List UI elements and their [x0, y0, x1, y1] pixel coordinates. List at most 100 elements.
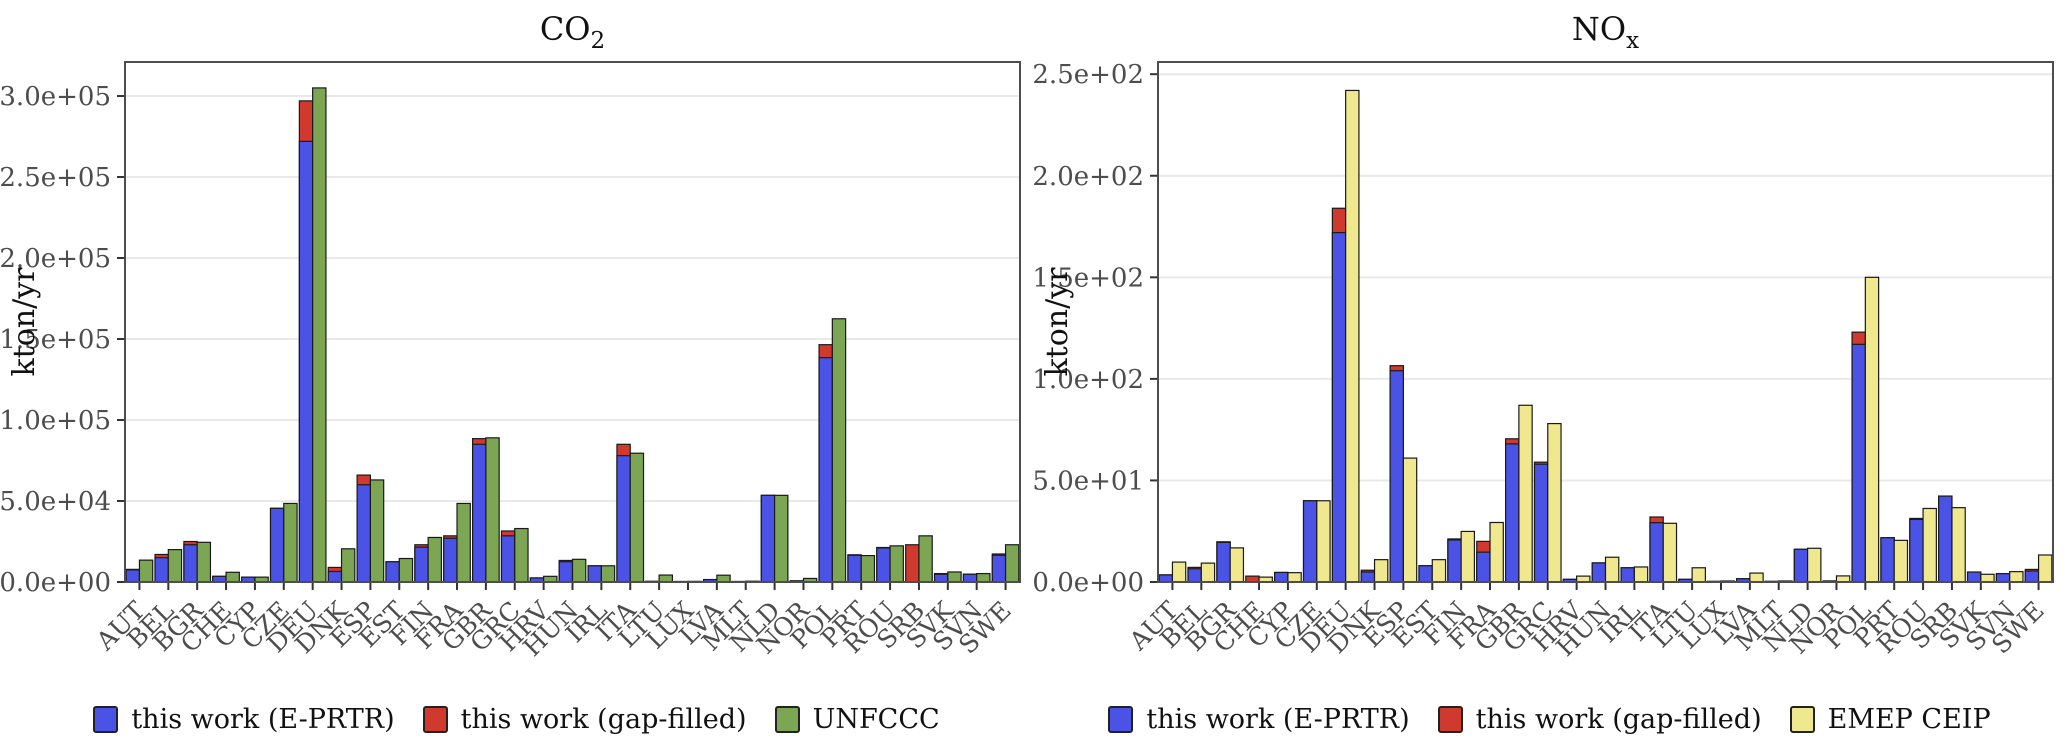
- co2-bar-reference-LTU: [658, 574, 673, 583]
- co2-bar-reference-EST: [398, 557, 414, 583]
- co2-legend-item-1: this work (gap-filled): [422, 706, 747, 733]
- co2-bar-eprtr-ROU: [876, 547, 891, 583]
- nox-bar-eprtr-ITA: [1649, 522, 1664, 583]
- co2-bar-eprtr-EST: [385, 561, 400, 583]
- co2-bar-reference-SVK: [947, 571, 962, 583]
- nox-bar-reference-LVA: [1749, 572, 1764, 583]
- nox-bar-eprtr-SVK: [1966, 571, 1982, 583]
- nox-bar-reference-GBR: [1518, 404, 1533, 583]
- nox-bar-reference-SWE: [2037, 554, 2053, 583]
- nox-legend-label: EMEP CEIP: [1827, 704, 1991, 735]
- co2-bar-reference-FRA: [456, 502, 471, 583]
- co2-bar-eprtr-GRC: [500, 535, 516, 583]
- nox-bar-eprtr-FRA: [1476, 551, 1491, 583]
- co2-bar-eprtr-PRT: [847, 554, 862, 583]
- co2-bar-reference-BGR: [196, 541, 212, 583]
- nox-bar-reference-PRT: [1893, 539, 1909, 583]
- co2-bar-eprtr-DEU: [298, 140, 314, 583]
- co2-bar-reference-DNK: [340, 548, 356, 583]
- nox-bar-eprtr-SVN: [1995, 573, 2011, 583]
- co2-bar-reference-IRL: [600, 565, 616, 583]
- co2-y-tick-label: 0.0e+00: [0, 568, 111, 598]
- nox-legend-item-1: this work (gap-filled): [1437, 706, 1762, 733]
- nox-bar-eprtr-CZE: [1302, 500, 1318, 583]
- co2-bar-eprtr-HUN: [558, 561, 574, 583]
- co2-legend-swatch-icon: [774, 706, 800, 733]
- co2-bar-reference-SRB: [918, 535, 933, 583]
- nox-bar-reference-AUT: [1171, 561, 1187, 583]
- co2-bar-eprtr-ITA: [616, 455, 631, 583]
- co2-y-axis-label: kton/yr: [7, 267, 42, 377]
- co2-y-tick-label: 1.5e+05: [0, 325, 111, 355]
- nox-bar-reference-NLD: [1806, 547, 1822, 583]
- nox-legend-swatch-icon: [1108, 706, 1134, 733]
- nox-bar-reference-LTU: [1691, 567, 1706, 583]
- nox-bar-reference-ESP: [1402, 457, 1418, 583]
- nox-bar-reference-ROU: [1922, 507, 1937, 583]
- co2-bar-reference-NLD: [773, 494, 789, 583]
- co2-bar-reference-ITA: [629, 452, 645, 583]
- nox-y-tick-label: 0.0e+00: [1033, 568, 1144, 598]
- nox-bar-reference-SVK: [1980, 573, 1995, 583]
- co2-bar-eprtr-IRL: [587, 565, 602, 583]
- nox-bar-eprtr-NLD: [1793, 548, 1809, 583]
- nox-bar-eprtr-DEU: [1331, 232, 1347, 583]
- nox-bar-reference-CYP: [1287, 572, 1302, 583]
- nox-bar-eprtr-AUT: [1158, 574, 1174, 583]
- nox-bar-reference-DNK: [1373, 559, 1389, 583]
- co2-panel-border: [124, 61, 1021, 583]
- nox-y-tick-label: 2.0e+02: [1033, 162, 1144, 192]
- nox-legend-item-0: this work (E-PRTR): [1108, 704, 1410, 735]
- nox-bar-reference-GRC: [1547, 422, 1562, 583]
- co2-bar-eprtr-NLD: [760, 494, 776, 583]
- co2-bar-reference-DEU: [312, 87, 327, 583]
- nox-bar-reference-BEL: [1200, 562, 1216, 583]
- co2-panel: 0.0e+00 5.0e+04 1.0e+05 1.5e+05 2.0e+05 2.5e+…: [0, 0, 1033, 749]
- nox-bar-reference-IRL: [1633, 566, 1649, 583]
- co2-legend-swatch-icon: [422, 706, 448, 733]
- co2-bar-eprtr-SVN: [962, 573, 978, 583]
- co2-chart: 0.0e+00 5.0e+04 1.0e+05 1.5e+05 2.0e+05 2.5e+…: [0, 10, 1021, 662]
- co2-y-tick-label: 1.0e+05: [0, 406, 111, 436]
- nox-bar-eprtr-EST: [1418, 565, 1433, 583]
- co2-bar-eprtr-DNK: [327, 570, 343, 583]
- nox-bar-eprtr-PRT: [1880, 537, 1895, 583]
- co2-bar-reference-GBR: [485, 437, 500, 583]
- co2-legend-item-2: UNFCCC: [774, 706, 940, 733]
- co2-bar-reference-CZE: [283, 502, 298, 583]
- nox-panel-border: [1157, 61, 2054, 583]
- nox-y-tick-label: 1.0e+02: [1033, 365, 1144, 395]
- co2-bar-eprtr-SWE: [991, 554, 1007, 583]
- co2-bar-reference-AUT: [138, 559, 154, 583]
- nox-bar-eprtr-BEL: [1187, 568, 1202, 583]
- nox-bar-eprtr-CYP: [1274, 571, 1289, 583]
- co2-y-tick-label: 3.0e+05: [0, 82, 111, 112]
- co2-legend-swatch-icon: [93, 706, 119, 733]
- nox-bar-eprtr-HUN: [1591, 562, 1607, 583]
- nox-panel: 0.0e+00 5.0e+01 1.0e+02 1.5e+02 2.0e+02 2.5e+…: [1033, 0, 2066, 749]
- nox-bar-reference-ITA: [1662, 522, 1678, 583]
- nox-legend-label: this work (E-PRTR): [1146, 704, 1410, 735]
- nox-bar-reference-EST: [1431, 559, 1447, 583]
- nox-bar-eprtr-BGR: [1216, 541, 1231, 583]
- nox-bar-eprtr-SRB: [1938, 495, 1953, 583]
- nox-y-axis-label: kton/yr: [1040, 267, 1075, 377]
- co2-bar-reference-LVA: [716, 574, 731, 583]
- co2-bar-reference-ESP: [369, 479, 385, 583]
- nox-y-tick-label: 1.5e+02: [1033, 263, 1144, 293]
- nox-bar-reference-SRB: [1951, 507, 1966, 583]
- co2-bar-reference-SWE: [1004, 544, 1020, 583]
- nox-bar-eprtr-DNK: [1360, 571, 1376, 583]
- nox-title: NOx: [1572, 10, 1639, 54]
- nox-bar-reference-BGR: [1229, 547, 1245, 583]
- co2-bar-eprtr-SVK: [933, 573, 949, 583]
- co2-bar-reference-CHE: [225, 571, 240, 583]
- co2-legend: this work (E-PRTR) this work (gap-filled)…: [0, 690, 1033, 749]
- nox-bar-eprtr-POL: [1851, 343, 1866, 583]
- co2-bar-reference-SVN: [976, 572, 991, 583]
- co2-bar-reference-POL: [831, 318, 847, 583]
- nox-bar-eprtr-GBR: [1505, 443, 1520, 583]
- co2-y-tick-label: 2.0e+05: [0, 244, 111, 274]
- co2-bar-eprtr-BEL: [154, 557, 169, 583]
